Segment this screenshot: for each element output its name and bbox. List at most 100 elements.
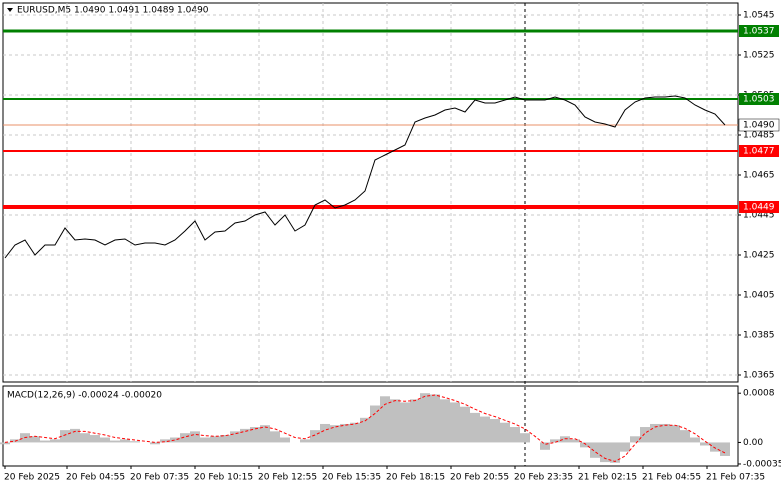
macd-bar <box>250 427 260 443</box>
macd-bar <box>500 422 510 443</box>
macd-bar <box>620 442 630 452</box>
level-label: 1.0477 <box>743 147 775 157</box>
y-tick-label: -0.00035 <box>743 459 781 469</box>
y-tick-label: 1.0485 <box>743 131 775 141</box>
x-tick-label: 21 Feb 07:35 <box>706 473 765 483</box>
macd-bar <box>210 436 220 443</box>
x-tick-label: 21 Feb 04:55 <box>642 473 701 483</box>
macd-bar <box>470 412 480 443</box>
macd-bar <box>590 442 600 458</box>
macd-bar <box>580 442 590 448</box>
macd-bar <box>50 439 60 443</box>
level-label: 1.0537 <box>743 27 775 37</box>
macd-bar <box>520 433 530 443</box>
y-tick-label: 1.0385 <box>743 331 775 341</box>
macd-bar <box>330 425 340 443</box>
macd-bar <box>550 439 560 443</box>
macd-bar <box>510 427 520 443</box>
x-tick-label: 21 Feb 02:15 <box>578 473 637 483</box>
y-tick-label: 1.0425 <box>743 251 775 261</box>
macd-bar <box>190 431 200 443</box>
macd-bar <box>630 436 640 443</box>
macd-bar <box>130 441 140 443</box>
x-tick-label: 20 Feb 10:15 <box>194 473 253 483</box>
macd-bar <box>80 433 90 443</box>
macd-bar <box>110 440 120 443</box>
x-tick-label: 20 Feb 04:55 <box>66 473 125 483</box>
macd-bar <box>660 423 670 443</box>
menu-arrow <box>7 8 13 12</box>
macd-bar <box>490 419 500 443</box>
macd-bar <box>0 442 10 445</box>
macd-bar <box>220 435 230 443</box>
macd-bar <box>280 437 290 443</box>
y-tick-label: 1.0445 <box>743 211 775 221</box>
macd-bar <box>680 430 690 443</box>
level-label: 1.0503 <box>743 95 775 105</box>
macd-bar <box>640 427 650 443</box>
x-tick-label: 20 Feb 23:35 <box>514 473 573 483</box>
macd-bar <box>180 433 190 443</box>
macd-bar <box>460 406 470 443</box>
macd-bar <box>90 435 100 443</box>
macd-title: MACD(12,26,9) -0.00024 -0.00020 <box>7 391 162 401</box>
macd-bar <box>230 431 240 443</box>
y-tick-label: 0.00 <box>743 438 763 448</box>
macd-bar <box>670 425 680 443</box>
macd-bar <box>260 425 270 443</box>
x-tick-label: 20 Feb 2025 <box>4 473 60 483</box>
macd-bar <box>70 428 80 443</box>
macd-bar <box>560 436 570 443</box>
macd-bar <box>720 442 730 456</box>
x-tick-label: 20 Feb 20:55 <box>450 473 509 483</box>
macd-bar <box>610 442 620 463</box>
macd-bar <box>360 417 370 443</box>
macd-bar <box>160 439 170 443</box>
y-tick-label: 1.0365 <box>743 371 775 381</box>
macd-bar <box>60 430 70 443</box>
y-tick-label: 0.0008 <box>743 389 775 399</box>
macd-bar <box>400 402 410 443</box>
macd-bar <box>600 442 610 463</box>
macd-bar <box>300 439 310 443</box>
x-tick-label: 20 Feb 18:15 <box>386 473 445 483</box>
macd-bar <box>120 439 130 443</box>
macd-bar <box>270 431 280 443</box>
macd-bar <box>370 405 380 443</box>
x-tick-label: 20 Feb 15:35 <box>322 473 381 483</box>
y-tick-label: 1.0405 <box>743 291 775 301</box>
macd-bar <box>310 430 320 443</box>
price-panel <box>2 2 739 383</box>
macd-bar <box>150 442 160 445</box>
macd-bar <box>200 437 210 443</box>
macd-bar <box>390 399 400 443</box>
macd-bar <box>380 396 390 443</box>
level-label: 1.0449 <box>743 203 775 213</box>
y-tick-label: 1.0525 <box>743 51 775 61</box>
current-price-box <box>738 118 780 132</box>
macd-bar <box>710 442 720 452</box>
level-label-box <box>739 25 779 37</box>
macd-bar <box>650 423 660 443</box>
y-tick-label: 1.0545 <box>743 11 775 21</box>
macd-bar <box>420 393 430 443</box>
macd-bar <box>440 399 450 443</box>
x-tick-label: 20 Feb 07:35 <box>130 473 189 483</box>
level-label-box <box>739 145 779 157</box>
x-tick-label: 20 Feb 12:55 <box>258 473 317 483</box>
level-label-box <box>739 201 779 213</box>
current-price-label: 1.0490 <box>743 121 775 131</box>
y-tick-label: 1.0465 <box>743 171 775 181</box>
signal-line <box>4 394 726 463</box>
macd-bar <box>410 399 420 443</box>
macd-bar <box>30 436 40 443</box>
level-label-box <box>739 93 779 105</box>
macd-bar <box>240 428 250 443</box>
macd-bar <box>100 437 110 443</box>
macd-bar <box>350 422 360 443</box>
macd-bar <box>570 439 580 443</box>
macd-bar <box>690 437 700 443</box>
macd-bar <box>320 423 330 443</box>
macd-bar <box>40 440 50 443</box>
